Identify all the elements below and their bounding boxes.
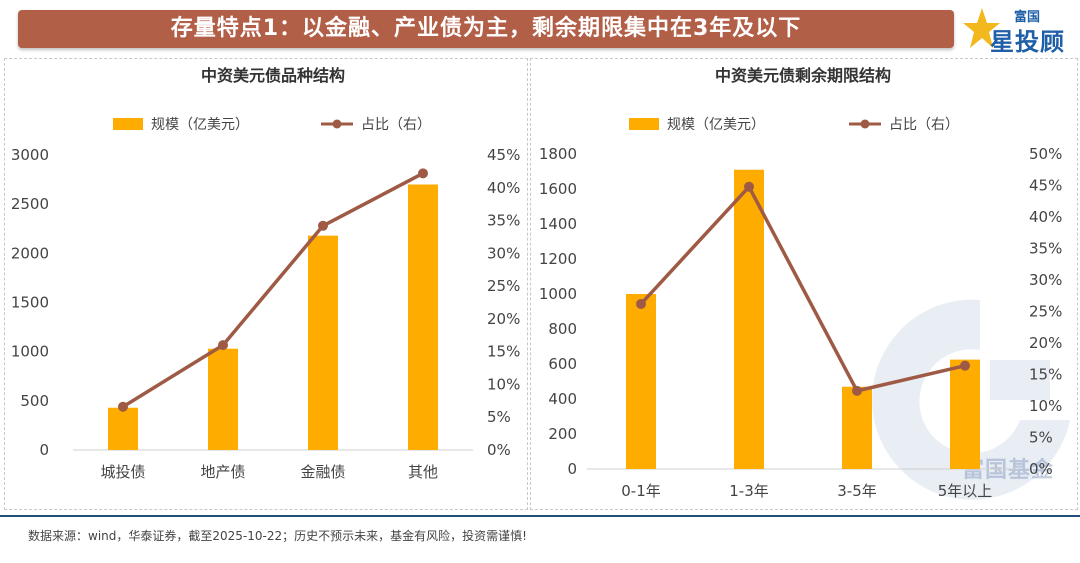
bar-1 bbox=[626, 294, 656, 469]
bar-1 bbox=[108, 407, 138, 450]
y-right-tick-label: 30% bbox=[487, 244, 520, 262]
banner-title: 存量特点1：以金融、产业债为主，剩余期限集中在3年及以下 bbox=[170, 16, 802, 41]
y-right-tick-label: 40% bbox=[1029, 208, 1062, 226]
y-left-tick-label: 1000 bbox=[11, 343, 49, 361]
y-left-tick-label: 2000 bbox=[11, 244, 49, 262]
y-right-tick-label: 45% bbox=[487, 146, 520, 164]
bar-4 bbox=[408, 184, 438, 450]
x-tick-label: 地产债 bbox=[200, 463, 245, 481]
share-line bbox=[122, 171, 424, 409]
y-right-tick-label: 0% bbox=[1029, 460, 1053, 478]
logo-small-text: 富国 bbox=[1014, 10, 1041, 25]
chart-panel-maturity: 中资美元债剩余期限结构规模（亿美元） 占比（右） 0 200 400 600 800 1000… bbox=[530, 58, 1078, 510]
chart-title: 中资美元债品种结构 bbox=[201, 66, 345, 85]
y-left-tick-label: 1400 bbox=[539, 215, 577, 233]
share-point-1 bbox=[118, 401, 128, 412]
y-right-tick-label: 35% bbox=[1029, 240, 1062, 258]
star-icon bbox=[963, 8, 1000, 48]
legend-line-label: 占比（右） bbox=[889, 117, 959, 133]
y-right-tick-label: 20% bbox=[487, 310, 520, 328]
y-right-tick-label: 10% bbox=[487, 375, 520, 393]
y-right-tick-label: 5% bbox=[487, 408, 511, 426]
legend-bar-swatch bbox=[113, 118, 143, 130]
bar-2 bbox=[734, 169, 764, 469]
logo-big-text: 星投顾 bbox=[990, 28, 1065, 56]
share-point-3 bbox=[318, 220, 328, 231]
y-left-tick-label: 600 bbox=[548, 355, 577, 373]
footer-note: 数据来源：wind，华泰证券，截至2025-10-22；历史不预示未来，基金有风… bbox=[28, 529, 527, 543]
bar-3 bbox=[308, 235, 338, 450]
x-tick-label: 其他 bbox=[408, 463, 438, 481]
y-right-tick-label: 45% bbox=[1029, 177, 1062, 195]
y-left-tick-label: 200 bbox=[548, 425, 577, 443]
watermark-logo-icon bbox=[872, 299, 1070, 500]
footer-divider bbox=[0, 515, 1080, 517]
x-tick-label: 0-1年 bbox=[621, 482, 661, 500]
share-point-2 bbox=[218, 340, 228, 351]
y-left-tick-label: 1500 bbox=[11, 294, 49, 312]
y-right-tick-label: 25% bbox=[1029, 303, 1062, 321]
y-right-tick-label: 15% bbox=[1029, 366, 1062, 384]
y-right-tick-label: 10% bbox=[1029, 397, 1062, 415]
legend-line-label: 占比（右） bbox=[361, 117, 431, 133]
y-left-tick-label: 0 bbox=[39, 441, 49, 459]
y-left-tick-label: 1000 bbox=[539, 285, 577, 303]
y-left-tick-label: 400 bbox=[548, 390, 577, 408]
bar-4 bbox=[950, 359, 980, 469]
y-right-tick-label: 25% bbox=[487, 277, 520, 295]
legend-bar-swatch bbox=[629, 118, 659, 130]
y-right-tick-label: 50% bbox=[1029, 145, 1062, 163]
x-tick-label: 5年以上 bbox=[938, 482, 993, 500]
x-tick-label: 1-3年 bbox=[729, 482, 769, 500]
x-tick-label: 3-5年 bbox=[837, 482, 877, 500]
y-right-tick-label: 40% bbox=[487, 179, 520, 197]
chart-title: 中资美元债剩余期限结构 bbox=[715, 66, 891, 85]
y-left-tick-label: 1200 bbox=[539, 250, 577, 268]
share-point-2 bbox=[744, 181, 754, 192]
y-left-tick-label: 3000 bbox=[11, 146, 49, 164]
bar-3 bbox=[842, 386, 872, 469]
y-left-tick-label: 1600 bbox=[539, 180, 577, 198]
bar-2 bbox=[208, 348, 238, 450]
chart-panel-product: 中资美元债品种结构规模（亿美元） 占比（右） 0 500 1000 1500 2000 250… bbox=[4, 58, 528, 510]
x-tick-label: 金融债 bbox=[300, 463, 345, 481]
y-right-tick-label: 15% bbox=[487, 343, 520, 361]
legend-bar-label: 规模（亿美元） bbox=[151, 117, 249, 133]
share-line bbox=[639, 185, 966, 393]
y-right-tick-label: 20% bbox=[1029, 334, 1062, 352]
legend-bar-label: 规模（亿美元） bbox=[667, 117, 765, 133]
share-point-4 bbox=[960, 360, 970, 371]
y-right-tick-label: 5% bbox=[1029, 429, 1053, 447]
y-left-tick-label: 2500 bbox=[11, 195, 49, 213]
legend-line-marker bbox=[332, 119, 342, 129]
y-left-tick-label: 0 bbox=[567, 460, 577, 478]
share-point-1 bbox=[636, 298, 646, 309]
y-left-tick-label: 500 bbox=[20, 392, 49, 410]
x-tick-label: 城投债 bbox=[100, 463, 145, 481]
share-point-4 bbox=[418, 168, 428, 179]
y-left-tick-label: 1800 bbox=[539, 145, 577, 163]
y-right-tick-label: 0% bbox=[487, 441, 511, 459]
fuguo-logo: 富国 星投顾 bbox=[960, 4, 1072, 56]
title-banner: 存量特点1：以金融、产业债为主，剩余期限集中在3年及以下 bbox=[18, 10, 954, 48]
y-right-tick-label: 30% bbox=[1029, 271, 1062, 289]
y-left-tick-label: 800 bbox=[548, 320, 577, 338]
legend-line-marker bbox=[860, 119, 870, 129]
share-point-3 bbox=[852, 385, 862, 396]
y-right-tick-label: 35% bbox=[487, 212, 520, 230]
